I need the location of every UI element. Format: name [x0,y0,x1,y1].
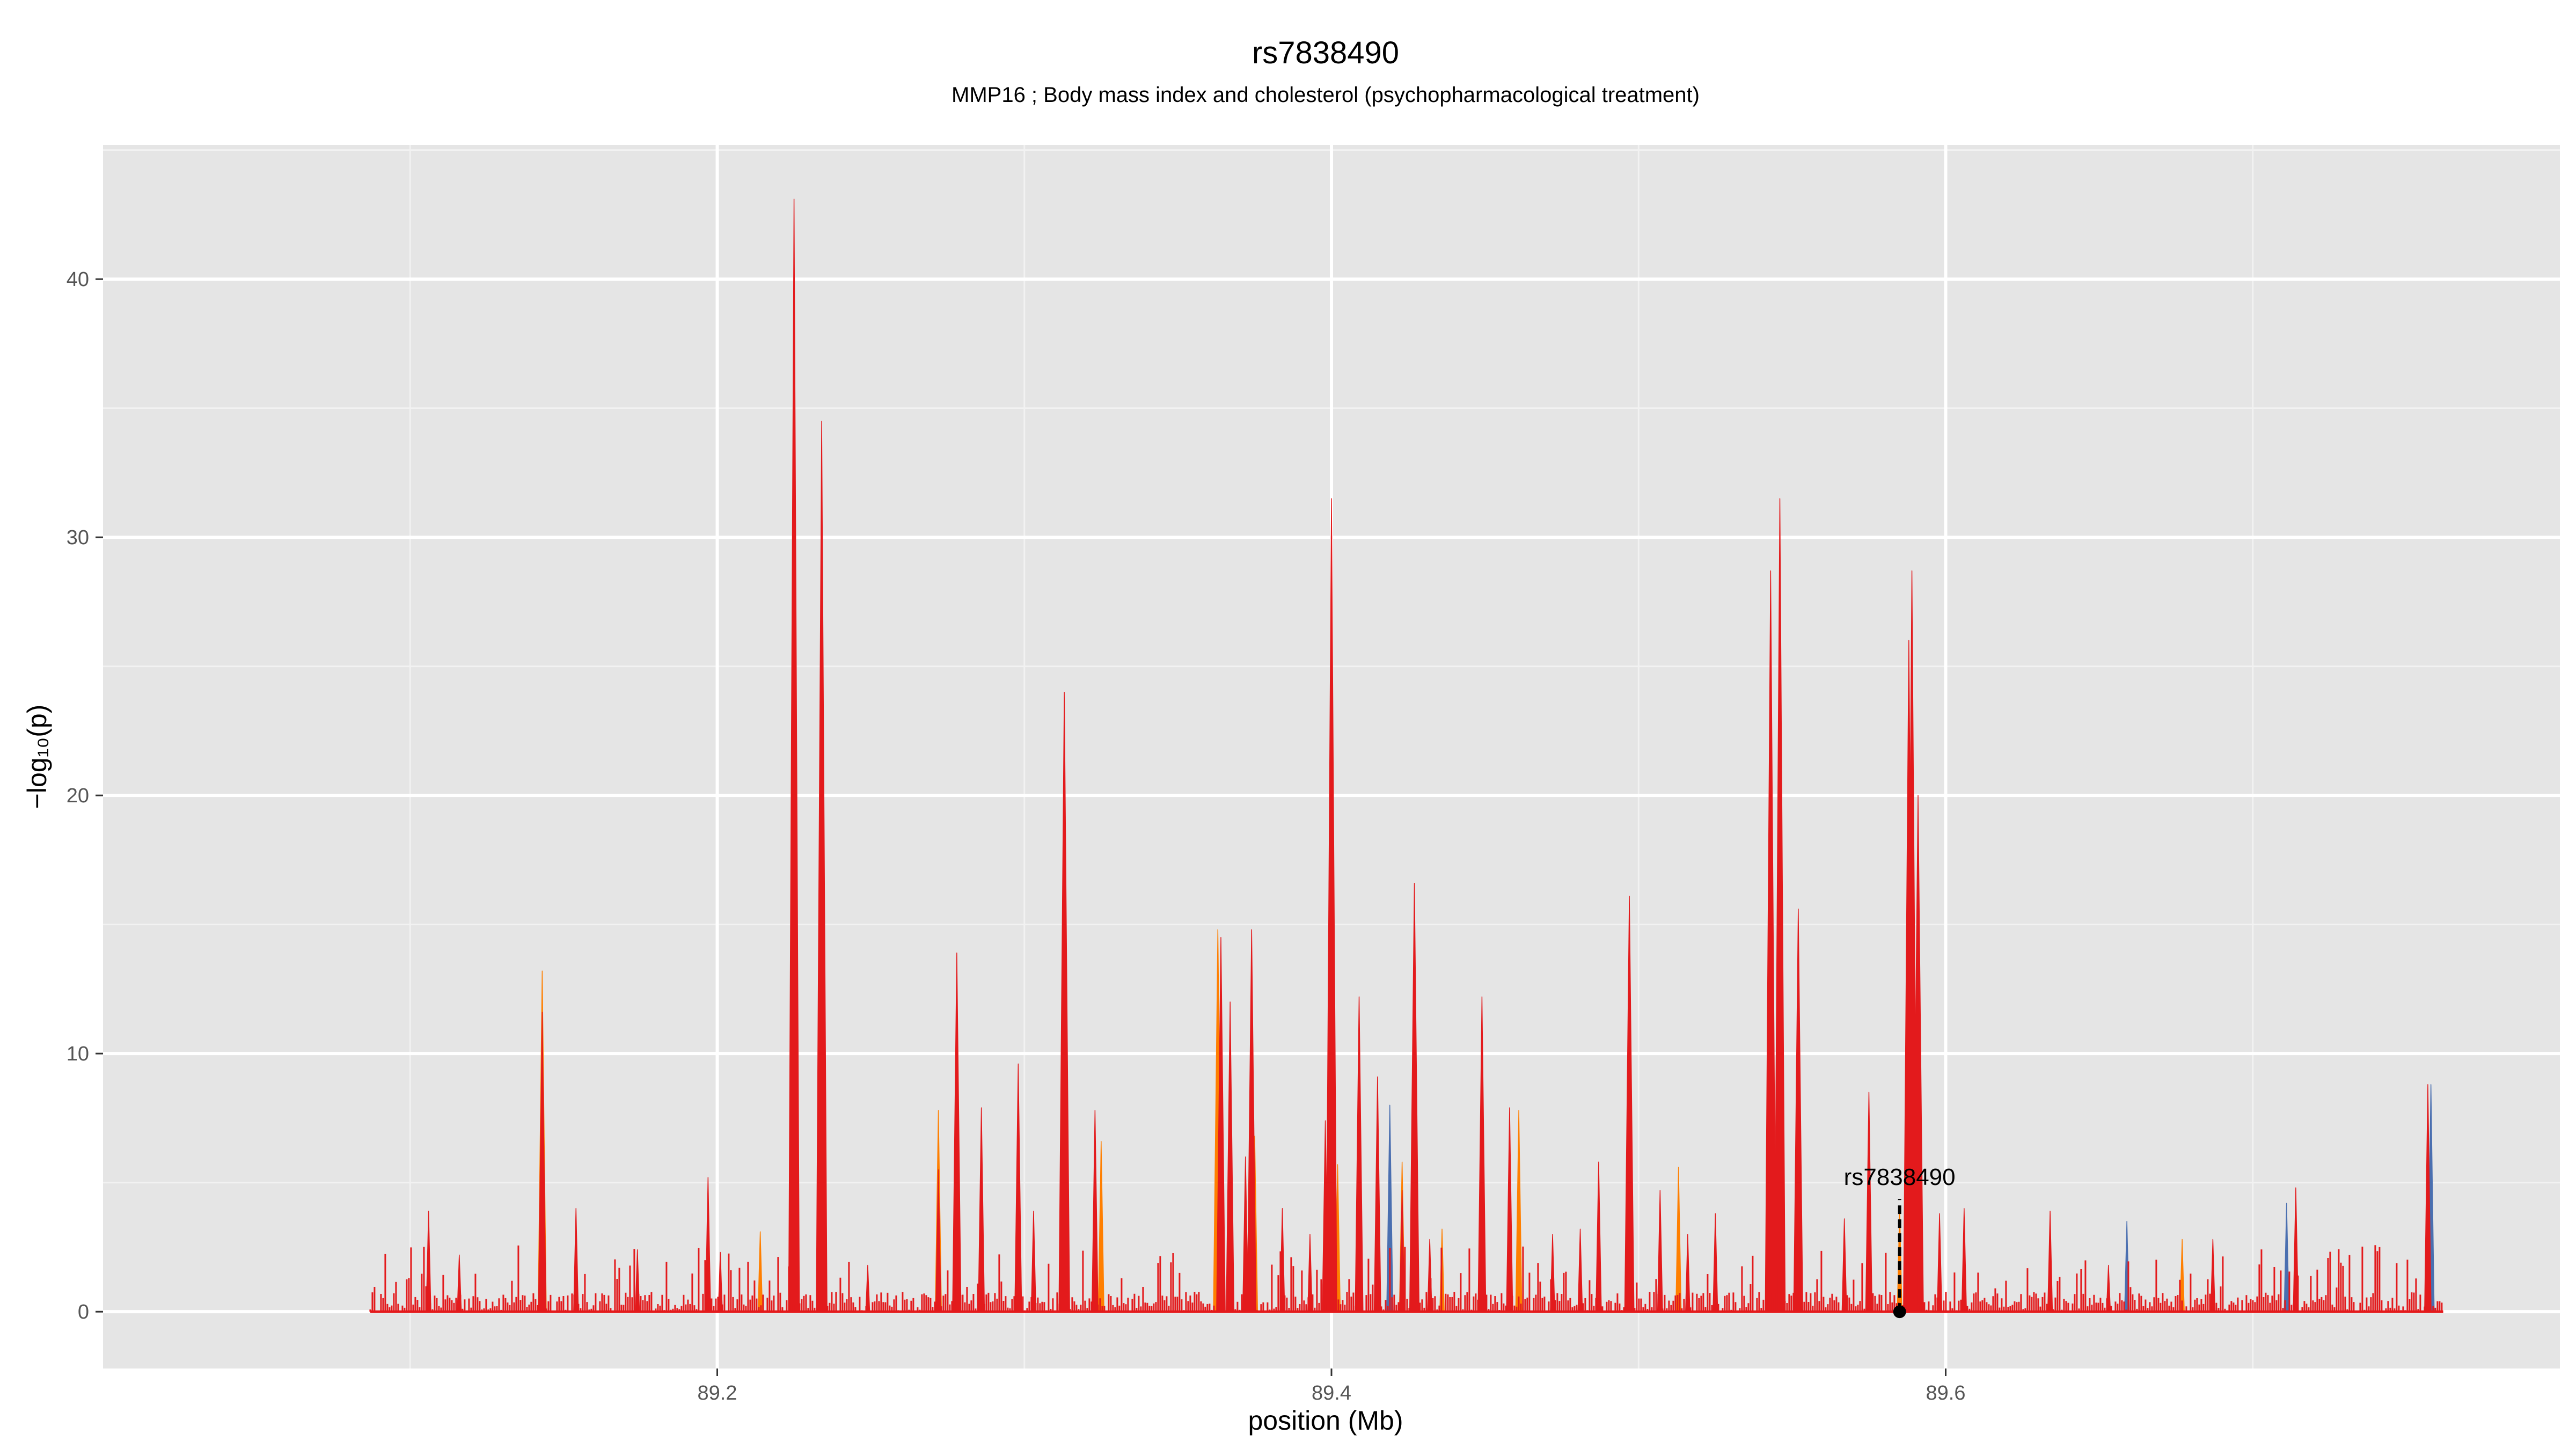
y-axis-ticks: 0 10 20 30 40 [67,268,103,1323]
x-axis-title: position (Mb) [1248,1406,1403,1436]
highlight-label: rs7838490 [1844,1164,1956,1190]
y-tick-label: 40 [67,268,89,291]
y-tick-label: 0 [78,1301,89,1323]
y-axis-title: −log₁₀(p) [22,705,52,809]
x-tick-label: 89.6 [1926,1382,1966,1404]
x-tick-label: 89.2 [698,1382,737,1404]
y-tick-label: 10 [67,1043,89,1065]
series-layer [369,199,2443,1313]
x-axis-ticks: 89.2 89.4 89.6 [698,1368,1966,1404]
y-tick-label: 30 [67,526,89,549]
x-tick-label: 89.4 [1312,1382,1351,1404]
annotation-layer: rs7838490 [1844,1164,1956,1319]
highlight-point [1893,1305,1906,1319]
chart-subtitle: MMP16 ; Body mass index and cholesterol … [952,83,1700,107]
y-tick-label: 20 [67,785,89,807]
baseline-noise [369,1245,2443,1313]
chart-title: rs7838490 [1252,35,1399,70]
